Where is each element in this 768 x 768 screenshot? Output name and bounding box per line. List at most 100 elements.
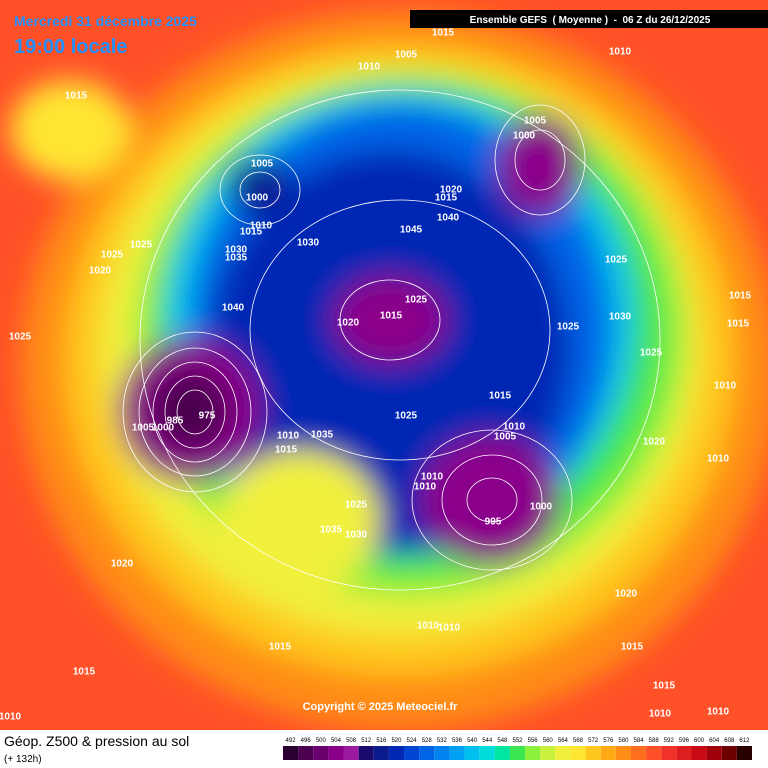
isobar-lines — [122, 89, 661, 591]
isobar-label: 1040 — [222, 303, 245, 314]
isobar-label: 1035 — [311, 430, 334, 441]
isobar-label: 1025 — [395, 411, 418, 422]
isobar-label: 1005 — [395, 50, 418, 61]
isobar-label: 975 — [199, 411, 216, 422]
colorbar-swatch — [706, 746, 722, 760]
isobar-label: 1005 — [524, 116, 547, 127]
isobar-label: 1010 — [417, 621, 440, 632]
colorbar-swatch — [419, 746, 435, 760]
colorbar-label: 544 — [482, 738, 493, 744]
isobar-label: 1010 — [649, 709, 672, 720]
isobar-label: 1030 — [609, 312, 632, 323]
isobar-label: 1015 — [653, 681, 676, 692]
isobar-label: 1000 — [152, 423, 175, 434]
colorbar-swatch — [313, 746, 329, 760]
isobar-label: 1010 — [707, 454, 730, 465]
isobar-label: 1015 — [432, 28, 455, 39]
colorbar-swatch — [388, 746, 405, 760]
isobar-label: 1010 — [503, 422, 526, 433]
field-shading — [10, 10, 768, 730]
isobar-label: 1025 — [101, 250, 124, 261]
isobar-label: 1020 — [615, 589, 638, 600]
colorbar-label: 520 — [391, 738, 402, 744]
isobar-label: 1010 — [414, 482, 437, 493]
isobar-label: 1020 — [89, 266, 112, 277]
colorbar-swatch — [525, 746, 541, 760]
isobar-label: 1010 — [421, 472, 444, 483]
colorbar-swatch — [615, 746, 631, 760]
run-box — [410, 10, 768, 28]
isobar-label: 1040 — [437, 213, 460, 224]
colorbar-label: 600 — [694, 738, 705, 744]
colorbar-swatch — [449, 746, 465, 760]
isobar-label: 1030 — [345, 530, 368, 541]
isobar-label: 1030 — [225, 245, 248, 256]
isobar-label: 1020 — [337, 318, 360, 329]
isobar-label: 1010 — [438, 623, 461, 634]
isobar-label: 1025 — [605, 255, 628, 266]
lead-time: (+ 132h) — [4, 754, 42, 765]
isobar-label: 1015 — [380, 311, 403, 322]
colorbar-label: 612 — [739, 738, 750, 744]
colorbar-label: 540 — [467, 738, 478, 744]
colorbar-swatch — [736, 746, 752, 760]
colorbar-swatch — [283, 746, 299, 760]
isobar-label: 1015 — [729, 291, 752, 302]
colorbar-swatch — [494, 746, 510, 760]
colorbar-label: 560 — [543, 738, 554, 744]
colorbar-label: 568 — [573, 738, 584, 744]
isobar-label: 1010 — [707, 707, 730, 718]
isobar-label: 1015 — [65, 91, 88, 102]
isobar-label: 1025 — [9, 332, 32, 343]
isobar-label: 1010 — [714, 381, 737, 392]
colorbar-swatch — [373, 746, 389, 760]
isobar-label: 1015 — [73, 667, 96, 678]
colorbar-swatch — [630, 746, 647, 760]
isobar-label: 1000 — [246, 193, 269, 204]
isobar-label: 1015 — [435, 193, 458, 204]
colorbar-swatch — [404, 746, 420, 760]
isobar-label: 1010 — [0, 712, 22, 723]
colorbar-label: 508 — [346, 738, 357, 744]
isobar-label: 985 — [167, 416, 184, 427]
colorbar-swatch — [298, 746, 314, 760]
colorbar-label: 504 — [331, 738, 342, 744]
colorbar-label: 500 — [316, 738, 327, 744]
isobar-label: 1010 — [358, 62, 381, 73]
isobar-label: 1010 — [609, 47, 632, 58]
colorbar-label: 532 — [437, 738, 448, 744]
isobar-label: 995 — [485, 517, 502, 528]
colorbar-label: 548 — [497, 738, 508, 744]
colorbar-label: 552 — [512, 738, 523, 744]
isobar-label: 1005 — [251, 159, 274, 170]
time: 19:00 locale — [14, 36, 127, 58]
isobar-label: 1015 — [489, 391, 512, 402]
colorbar-swatch — [691, 746, 707, 760]
colorbar-swatch — [570, 746, 586, 760]
colorbar: 492 496 500 504 508 512 516 520 524 528 532 536 540 5… — [283, 738, 752, 760]
colorbar-swatch — [509, 746, 526, 760]
colorbar-label: 580 — [618, 738, 629, 744]
colorbar-swatch — [661, 746, 677, 760]
date: Mercredi 31 décembre 2025 — [14, 13, 197, 29]
colorbar-label: 516 — [376, 738, 387, 744]
colorbar-swatch — [676, 746, 692, 760]
colorbar-swatch — [646, 746, 662, 760]
isobar-label: 1015 — [275, 445, 298, 456]
isobar-label: 1020 — [440, 185, 463, 196]
colorbar-label: 608 — [724, 738, 735, 744]
isobar-label: 1000 — [530, 502, 553, 513]
isobar-label: 1015 — [240, 227, 263, 238]
isobar-label: 1045 — [400, 225, 423, 236]
colorbar-label: 556 — [528, 738, 539, 744]
colorbar-swatch — [464, 746, 480, 760]
isobar-label: 1015 — [621, 642, 644, 653]
colorbar-label: 492 — [286, 738, 297, 744]
isobar-label: 1015 — [269, 642, 292, 653]
isobar-label: 1015 — [727, 319, 750, 330]
colorbar-label: 512 — [361, 738, 372, 744]
isobar-label: 1030 — [297, 238, 320, 249]
isobar-label: 1025 — [405, 295, 428, 306]
colorbar-label: 536 — [452, 738, 463, 744]
colorbar-label: 576 — [603, 738, 614, 744]
